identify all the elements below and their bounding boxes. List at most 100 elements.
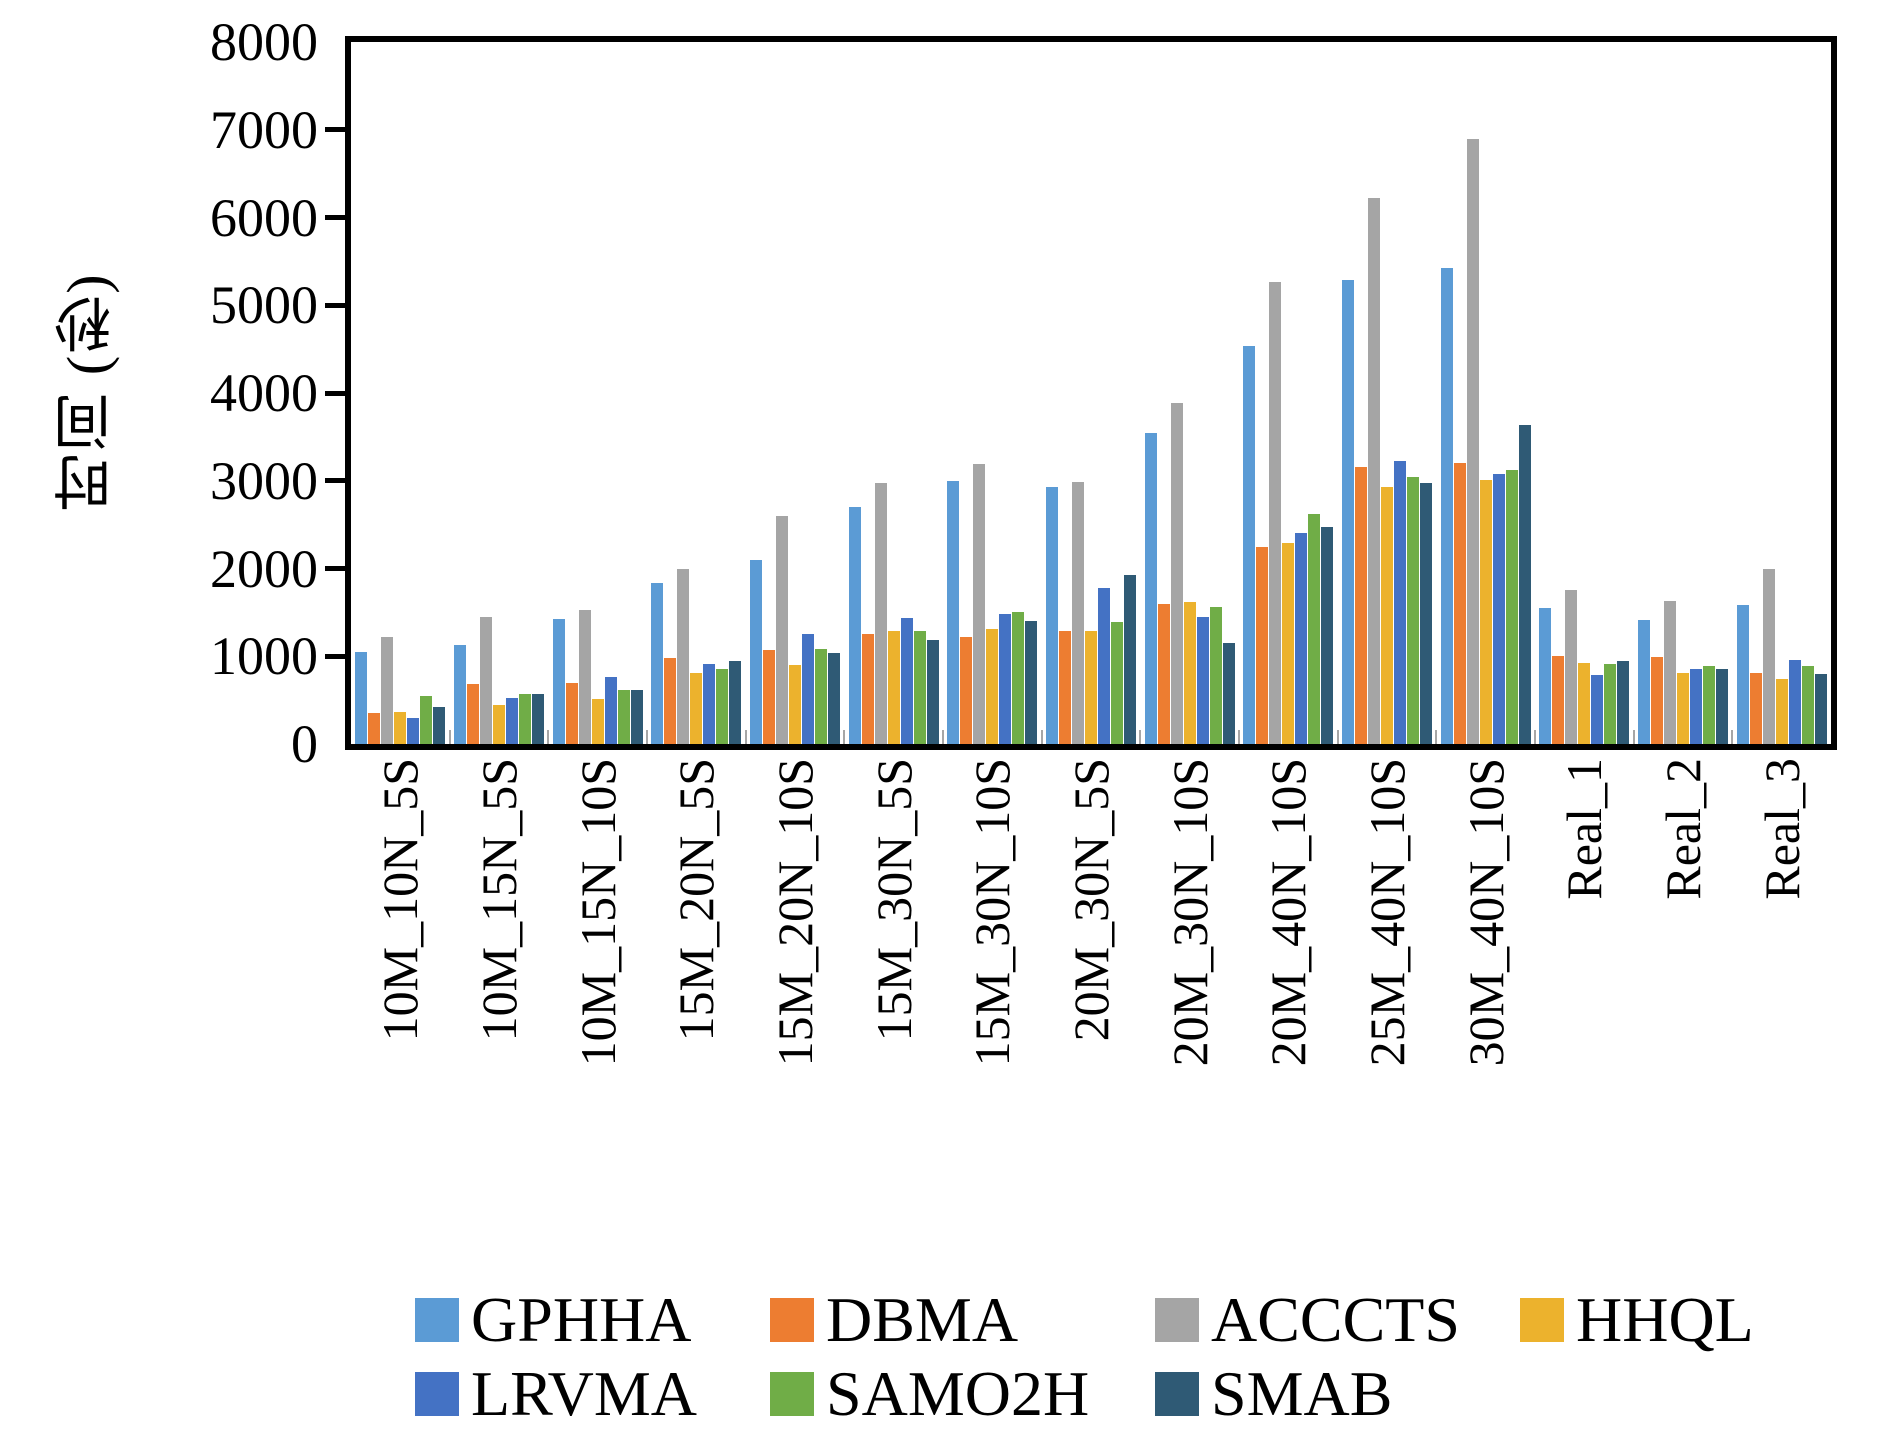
legend-swatch (1155, 1298, 1199, 1342)
x-axis-label: 10M_15N_5S (471, 758, 527, 1042)
bar-HHQL (394, 711, 407, 744)
bar-SMAB (729, 660, 742, 744)
x-label-cell: 15M_30N_5S (844, 758, 943, 1278)
bar-SAMO2H (1407, 477, 1420, 744)
x-axis-label: 30M_40N_10S (1457, 758, 1514, 1067)
bar-ACCCTS (973, 464, 986, 744)
bar-HHQL (1479, 479, 1492, 744)
bar-ACCCTS (1664, 600, 1677, 744)
bar-HHQL (1282, 543, 1295, 744)
x-category-tick (1534, 730, 1536, 744)
bar-ACCCTS (776, 515, 789, 744)
bar-GPHHA (947, 480, 960, 744)
bar-GPHHA (750, 559, 763, 744)
y-tick-label: 8000 (210, 12, 318, 72)
bar-group-20M_30N_5S (1042, 42, 1141, 744)
legend-label: HHQL (1576, 1284, 1754, 1355)
x-axis-label: 20M_40N_10S (1260, 758, 1317, 1067)
x-label-cell: Real_3 (1732, 758, 1831, 1278)
bar-GPHHA (1243, 345, 1256, 744)
legend-label: GPHHA (471, 1284, 692, 1355)
bar-group-10M_15N_10S (548, 42, 647, 744)
x-category-tick (1632, 730, 1635, 744)
bar-HHQL (690, 672, 703, 744)
legend-label: LRVMA (471, 1358, 697, 1429)
x-category-tick (744, 730, 747, 744)
bar-group-15M_30N_10S (943, 42, 1042, 744)
bar-GPHHA (1440, 267, 1453, 744)
bar-GPHHA (454, 644, 466, 744)
legend-swatch (1155, 1372, 1199, 1416)
bar-SAMO2H (1111, 622, 1124, 744)
x-axis-label: 10M_15N_10S (569, 758, 626, 1067)
bar-ACCCTS (1565, 590, 1578, 744)
bar-LRVMA (407, 717, 420, 744)
legend-item-GPHHA: GPHHA (415, 1288, 691, 1352)
legend-item-ACCCTS: ACCCTS (1155, 1288, 1460, 1352)
bar-LRVMA (1690, 669, 1703, 744)
legend-label: DBMA (826, 1284, 1019, 1355)
y-tick (325, 566, 345, 571)
bar-HHQL (1775, 679, 1788, 744)
bar-LRVMA (900, 617, 913, 744)
bar-GPHHA (848, 507, 861, 744)
bar-DBMA (1157, 603, 1170, 744)
bar-SAMO2H (1505, 470, 1518, 744)
bar-DBMA (565, 682, 578, 744)
x-axis-label: 25M_40N_10S (1359, 758, 1416, 1067)
bar-HHQL (1381, 486, 1394, 744)
bar-HHQL (1578, 663, 1591, 744)
bar-SMAB (1814, 673, 1827, 744)
x-category-tick (1435, 730, 1438, 744)
bar-GPHHA (1539, 608, 1552, 744)
bar-SMAB (1617, 660, 1630, 744)
x-axis-label: Real_3 (1753, 758, 1810, 900)
bar-HHQL (986, 629, 999, 744)
x-axis-label: 15M_20N_10S (767, 758, 824, 1067)
y-axis-title: 时间 (秒) (55, 272, 120, 512)
x-category-tick (843, 730, 846, 744)
bar-DBMA (1749, 672, 1762, 744)
bar-LRVMA (1295, 533, 1308, 744)
x-label-cell: 30M_40N_10S (1436, 758, 1535, 1278)
bar-group-20M_30N_10S (1140, 42, 1239, 744)
bar-group-Real_1 (1535, 42, 1634, 744)
bar-DBMA (1651, 657, 1664, 744)
x-axis-label: 10M_10N_5S (372, 758, 429, 1042)
y-tick-label: 0 (291, 714, 318, 774)
bar-group-Real_3 (1732, 42, 1831, 744)
bar-group-Real_2 (1634, 42, 1733, 744)
bar-GPHHA (651, 583, 664, 744)
x-label-cell: 10M_15N_5S (450, 758, 549, 1278)
bar-SMAB (1321, 527, 1334, 744)
legend-label: SMAB (1211, 1358, 1393, 1429)
bar-HHQL (887, 630, 900, 744)
bar-LRVMA (1196, 616, 1209, 744)
x-category-tick (448, 730, 451, 744)
x-category-tick (1139, 730, 1142, 744)
bar-group-25M_40N_10S (1338, 42, 1437, 744)
bar-ACCCTS (1170, 402, 1183, 744)
bar-SAMO2H (1209, 607, 1222, 744)
bar-SMAB (630, 689, 643, 744)
bar-LRVMA (1788, 659, 1801, 744)
y-tick (325, 127, 345, 133)
x-label-cell: 20M_30N_5S (1042, 758, 1141, 1278)
legend-swatch (1520, 1298, 1564, 1342)
y-tick-label: 7000 (210, 99, 318, 160)
x-category-tick (1238, 730, 1240, 744)
bar-SAMO2H (1604, 664, 1617, 744)
bar-LRVMA (1394, 461, 1407, 744)
bar-SAMO2H (617, 689, 630, 744)
x-axis-labels: 10M_10N_5S 10M_15N_5S 10M_15N_10S 15M_20N_5… (351, 758, 1831, 1278)
legend-swatch (770, 1372, 814, 1416)
x-category-tick (1731, 730, 1734, 744)
bar-DBMA (1355, 466, 1368, 744)
x-axis-label: 15M_30N_10S (964, 758, 1021, 1067)
legend-swatch (770, 1298, 814, 1342)
x-category-tick (547, 730, 550, 744)
bar-group-15M_30N_5S (844, 42, 943, 744)
legend-swatch (415, 1372, 459, 1416)
legend-item-SAMO2H: SAMO2H (770, 1362, 1089, 1426)
bar-group-10M_10N_5S (351, 42, 450, 744)
